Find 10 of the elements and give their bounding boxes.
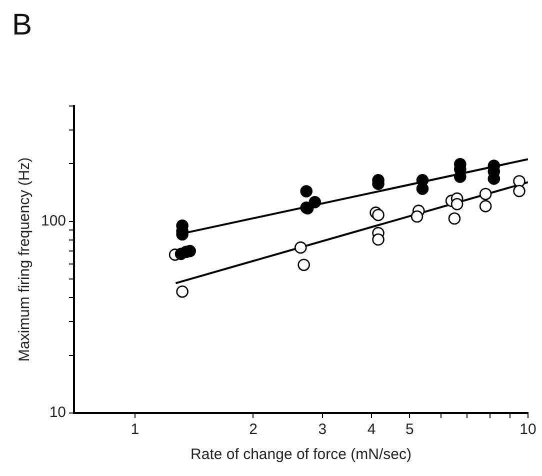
x-tick-label: 1 bbox=[130, 421, 140, 438]
x-tick-label: 4 bbox=[367, 421, 376, 438]
x-tick-label: 5 bbox=[406, 421, 414, 438]
x-tick-label: 3 bbox=[318, 421, 327, 438]
x-tick-label: 10 bbox=[520, 421, 536, 438]
y-axis-title: Maximum firing frequency (Hz) bbox=[16, 157, 34, 362]
x-axis-title: Rate of change of force (mN/sec) bbox=[190, 446, 412, 464]
chart-title: B bbox=[12, 8, 32, 42]
y-tick-label: 100 bbox=[40, 212, 66, 230]
x-tick-label: 2 bbox=[249, 421, 258, 438]
